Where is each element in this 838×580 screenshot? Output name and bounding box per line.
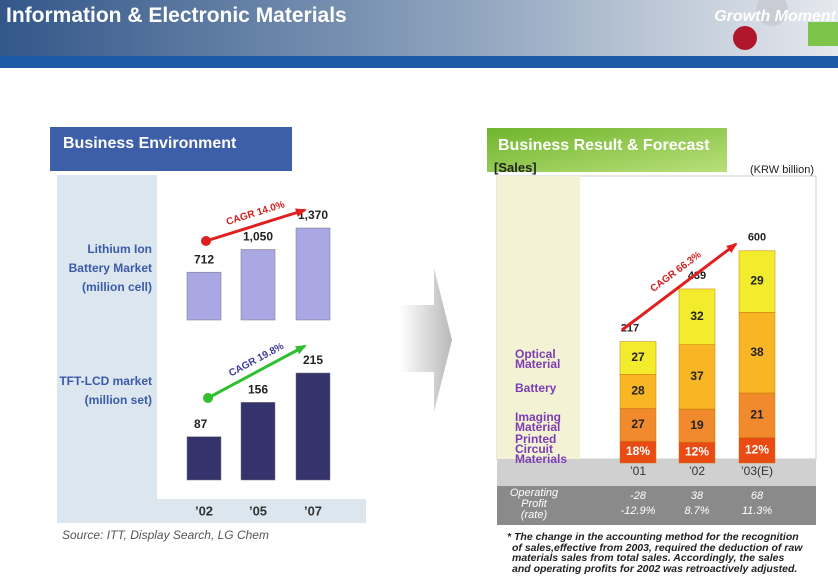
bar-segment (738, 250, 776, 313)
panel-title-box (487, 128, 727, 172)
value-label: 87 (194, 417, 208, 431)
profit-rate: -12.9% (621, 505, 656, 517)
segment-label: 37 (690, 369, 704, 383)
segment-label: 21 (750, 407, 764, 421)
source: Source: ITT, Display Search, LG Chem (62, 528, 269, 542)
value-label: 156 (248, 383, 268, 397)
row-label: Lithium Ion (87, 242, 152, 256)
x-tick-label: ’02 (195, 503, 213, 518)
bar-segment (619, 374, 657, 409)
panel-legend-band (497, 176, 580, 459)
x-tick-label: ’01 (630, 464, 646, 478)
profit-rate: 8.7% (684, 505, 709, 517)
total-label: 600 (748, 232, 766, 244)
row-label: (million set) (84, 393, 152, 407)
row-label: (million cell) (81, 280, 152, 294)
header-band (0, 0, 838, 56)
panel-title: Business Environment (63, 135, 237, 152)
x-tick-label: ’05 (249, 503, 267, 518)
bar (186, 271, 222, 321)
panel-title-box (50, 127, 292, 171)
row-label: TFT-LCD market (59, 374, 152, 388)
subtitle: [Sales] (494, 160, 537, 175)
x-tick-label: ’02 (689, 464, 705, 478)
x-tick-label: ’03(E) (741, 464, 773, 478)
total-label: 439 (688, 270, 706, 282)
profit-rate: 11.3% (742, 505, 773, 517)
bar-segment (619, 408, 657, 442)
bar (295, 372, 331, 481)
x-tick-label: ’07 (304, 503, 322, 518)
bar-segment (738, 312, 776, 394)
annotation-arrow (621, 242, 737, 332)
segment-label: 27 (631, 417, 645, 431)
value-label: 215 (303, 353, 323, 367)
table-row-label: Profit (521, 498, 548, 510)
bar (295, 227, 331, 321)
profit: -28 (630, 490, 647, 502)
legend-label: Imaging Material (515, 410, 562, 434)
header-stripe (0, 56, 838, 68)
bar (240, 402, 276, 481)
segment-label: 32 (690, 309, 704, 323)
segment-label: 12% (745, 442, 769, 456)
profit: 68 (751, 490, 764, 502)
bar-segment (619, 341, 657, 375)
profit: 38 (691, 490, 704, 502)
annotation-arrow-head (295, 208, 307, 217)
value-label: 1,050 (243, 230, 273, 244)
legend-label: Battery (515, 381, 557, 395)
segment-label: 12% (685, 445, 709, 459)
table-row-label: (rate) (521, 509, 548, 521)
bar-segment (738, 437, 776, 464)
bar-segment (678, 344, 716, 410)
flow-arrow (400, 268, 452, 412)
bar (186, 436, 222, 481)
panel-title: Business Result & Forecast (498, 137, 710, 154)
segment-label: 19 (690, 418, 704, 432)
value-label: 712 (194, 252, 214, 266)
deco (733, 26, 757, 50)
annotation-arrow-head (726, 242, 738, 253)
segment-label: 18% (626, 444, 650, 458)
legend-label: Optical Material (515, 347, 561, 371)
value-label: 1,370 (298, 208, 328, 222)
footnote: materials sales from total sales. Accord… (512, 552, 785, 564)
total-label: 217 (621, 322, 639, 334)
segment-label: 29 (750, 274, 764, 288)
row-label: Battery Market (68, 261, 152, 275)
header-title: Information & Electronic Materials (6, 4, 347, 27)
bar (240, 249, 276, 321)
category-band (497, 459, 816, 486)
annotation-arrow (205, 208, 306, 243)
segment-label: 38 (750, 345, 764, 359)
footnote: and operating profits for 2002 was retro… (512, 562, 798, 575)
footnote: * The change in the accounting method fo… (507, 531, 799, 543)
table-band (497, 486, 816, 525)
unit: (KRW billion) (750, 164, 814, 176)
header-tag: Growth Moment (714, 8, 836, 25)
legend-label: Printed Circuit Materials (515, 432, 568, 466)
annotation-arrow (207, 344, 306, 400)
segment-label: 27 (631, 350, 645, 364)
bar-segment (678, 408, 716, 443)
segment-label: 28 (631, 384, 645, 398)
table-row-label: Operating (510, 487, 559, 499)
bar-segment (678, 288, 716, 345)
deco (756, 0, 788, 26)
footnote: of sales,effective from 2003, required t… (512, 541, 803, 554)
deco (808, 22, 838, 46)
annotation-arrow-head (295, 345, 307, 355)
